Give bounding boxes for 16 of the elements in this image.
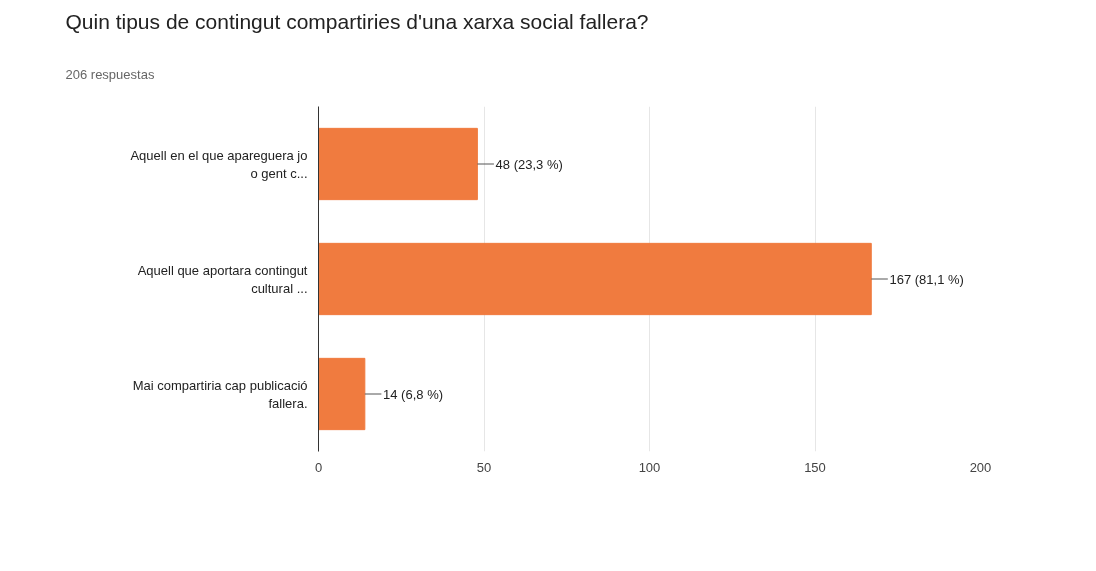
x-tick-label: 200 <box>969 459 992 475</box>
bar <box>318 242 872 316</box>
x-tick-label: 50 <box>476 459 492 475</box>
bar <box>318 357 366 431</box>
bar <box>318 127 478 201</box>
chart-title: Quin tipus de contingut compartiries d'una xarxa social fallera? <box>65 9 649 33</box>
data-label: 167 (81,1 %) <box>889 271 964 287</box>
x-tick-label: 150 <box>804 459 826 475</box>
x-tick-label: 0 <box>314 459 323 475</box>
text: 206 respuestas <box>65 66 155 82</box>
y-tick-label: Aquell en el que apareguera jo o gent c... <box>130 147 308 181</box>
y-tick-label: Mai compartiria cap publicació fallera. <box>132 377 308 411</box>
data-label: 48 (23,3 %) <box>495 156 563 172</box>
y-tick-label: Aquell que aportara contingut cultural ... <box>137 262 308 296</box>
data-label: 14 (6,8 %) <box>383 386 444 402</box>
x-tick-label: 100 <box>638 459 661 475</box>
